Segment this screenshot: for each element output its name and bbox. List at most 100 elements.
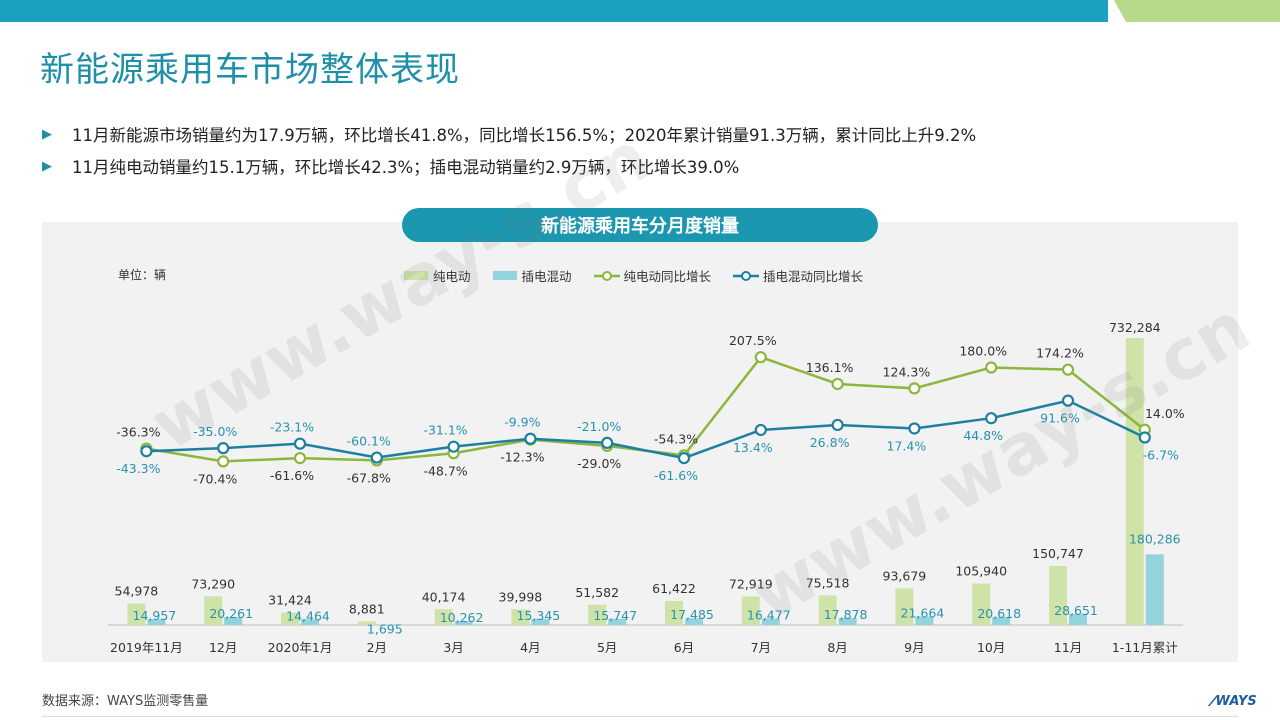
bar-phev-label: 14,957: [133, 608, 177, 623]
legend-label: 纯电动同比增长: [623, 269, 712, 284]
phev-growth-label: -21.0%: [577, 419, 621, 434]
page-title: 新能源乘用车市场整体表现: [40, 50, 460, 90]
footer-divider: [42, 716, 1238, 717]
bar-ev-label: 150,747: [1032, 546, 1084, 561]
x-tick-label: 7月: [751, 640, 771, 655]
legend-line-ev-icon: [593, 270, 620, 281]
phev-growth-point: [677, 452, 691, 465]
legend-item-phev-growth: 插电混动同比增长: [733, 266, 863, 285]
legend-label: 插电混动同比增长: [763, 269, 864, 284]
bar-phev: [147, 619, 166, 625]
ev-growth-point: [754, 351, 767, 364]
bar-phev-label: 10,262: [440, 610, 484, 625]
bar-ev: [741, 596, 760, 625]
bar-phev-label: 28,651: [1054, 603, 1098, 618]
legend-item-phev: 插电混动: [492, 266, 572, 285]
x-tick-label: 9月: [904, 640, 924, 655]
bar-phev-label: 15,345: [517, 608, 561, 623]
bar-phev: [608, 618, 627, 625]
ev-growth-point: [985, 361, 998, 374]
phev-growth-label: -43.3%: [116, 461, 160, 476]
bar-phev: [1145, 554, 1164, 625]
bar-phev: [838, 617, 857, 625]
x-tick-label: 8月: [827, 640, 847, 655]
bar-ev: [818, 595, 837, 625]
phev-growth-label: -23.1%: [270, 420, 314, 435]
bar-phev: [531, 618, 550, 625]
bar-phev: [685, 618, 703, 625]
logo-text: WAYS: [1215, 693, 1257, 709]
ev-growth-label: -67.8%: [347, 470, 391, 485]
bar-ev: [895, 588, 914, 625]
bar-ev-label: 61,422: [652, 581, 696, 596]
ev-growth-label: 174.2%: [1036, 346, 1084, 361]
phev-growth-label: 44.8%: [963, 428, 1003, 443]
bar-phev-label: 20,618: [977, 606, 1021, 621]
bar-phev-label: 20,261: [209, 606, 253, 621]
bar-ev: [511, 609, 530, 625]
bar-phev-label: 1,695: [367, 621, 403, 636]
bar-ev-label: 51,582: [575, 585, 619, 600]
chart-title: 新能源乘用车分月度销量: [402, 208, 878, 242]
bar-phev: [1069, 613, 1087, 625]
bullet-text: 11月新能源市场销量约为17.9万辆，环比增长41.8%，同比增长156.5%；…: [72, 126, 977, 145]
bar-phev-label: 17,878: [824, 607, 868, 622]
phev-growth-label: 26.8%: [810, 435, 850, 450]
bar-ev: [434, 609, 453, 625]
phev-growth-label: 13.4%: [733, 440, 773, 455]
phev-growth-label: -35.0%: [193, 424, 237, 439]
bar-ev: [972, 583, 991, 625]
x-tick-label: 2020年1月: [268, 640, 333, 655]
bar-ev-label: 105,940: [955, 563, 1007, 578]
bar-phev-label: 17,485: [670, 607, 714, 622]
phev-growth-point: [447, 440, 460, 453]
bullet-triangle-icon: ▶: [42, 158, 52, 174]
bar-phev-label: 14,464: [286, 608, 330, 623]
phev-growth-line: [146, 399, 1146, 460]
phev-growth-label: -9.9%: [504, 415, 540, 430]
legend-item-ev: 纯电动: [404, 266, 471, 285]
phev-growth-label: -60.1%: [347, 434, 391, 449]
bar-ev: [127, 603, 146, 625]
bar-ev: [281, 612, 299, 625]
phev-growth-point: [985, 412, 998, 425]
phev-growth-label: -6.7%: [1143, 448, 1179, 463]
x-tick-label: 11月: [1054, 640, 1082, 655]
bar-phev: [301, 619, 319, 625]
bar-ev-label: 732,284: [1109, 320, 1161, 335]
bar-phev: [377, 624, 396, 625]
phev-growth-point: [140, 445, 153, 458]
ev-growth-label: 14.0%: [1145, 406, 1185, 421]
bar-phev: [761, 618, 780, 625]
bar-phev-label: 16,477: [747, 608, 791, 623]
ev-growth-point: [831, 377, 844, 391]
x-tick-label: 6月: [674, 640, 694, 655]
bar-ev: [204, 596, 223, 625]
phev-growth-label: 17.4%: [887, 438, 927, 453]
bar-ev: [588, 604, 607, 625]
bullet-item: ▶ 11月纯电动销量约15.1万辆，环比增长42.3%；插电混动销量约2.9万辆…: [42, 150, 976, 182]
bullet-text: 11月纯电动销量约15.1万辆，环比增长42.3%；插电混动销量约2.9万辆，环…: [72, 158, 740, 177]
phev-growth-point: [908, 422, 921, 435]
chart-panel: [42, 222, 1238, 662]
bar-ev-label: 8,881: [349, 602, 385, 617]
phev-growth-label: -61.6%: [654, 468, 698, 483]
x-tick-label: 3月: [443, 640, 463, 655]
ev-growth-label: -12.3%: [500, 450, 544, 465]
top-banner: [0, 0, 1280, 22]
bar-ev-label: 72,919: [729, 576, 773, 591]
phev-growth-point: [370, 451, 383, 464]
phev-growth-point: [293, 437, 307, 450]
bar-ev: [665, 600, 683, 625]
data-source: 数据来源：WAYS监测零售量: [42, 694, 209, 709]
phev-growth-point: [601, 436, 614, 449]
bar-phev: [224, 617, 243, 625]
phev-growth-point: [217, 442, 230, 455]
ev-growth-point: [908, 382, 921, 395]
bar-ev-label: 54,978: [115, 583, 159, 598]
legend-swatch-ev: [404, 271, 428, 280]
legend-item-ev-growth: 纯电动同比增长: [593, 266, 712, 285]
phev-growth-point: [524, 432, 537, 445]
x-tick-label: 2月: [367, 640, 387, 655]
ev-growth-label: -29.0%: [577, 456, 621, 471]
